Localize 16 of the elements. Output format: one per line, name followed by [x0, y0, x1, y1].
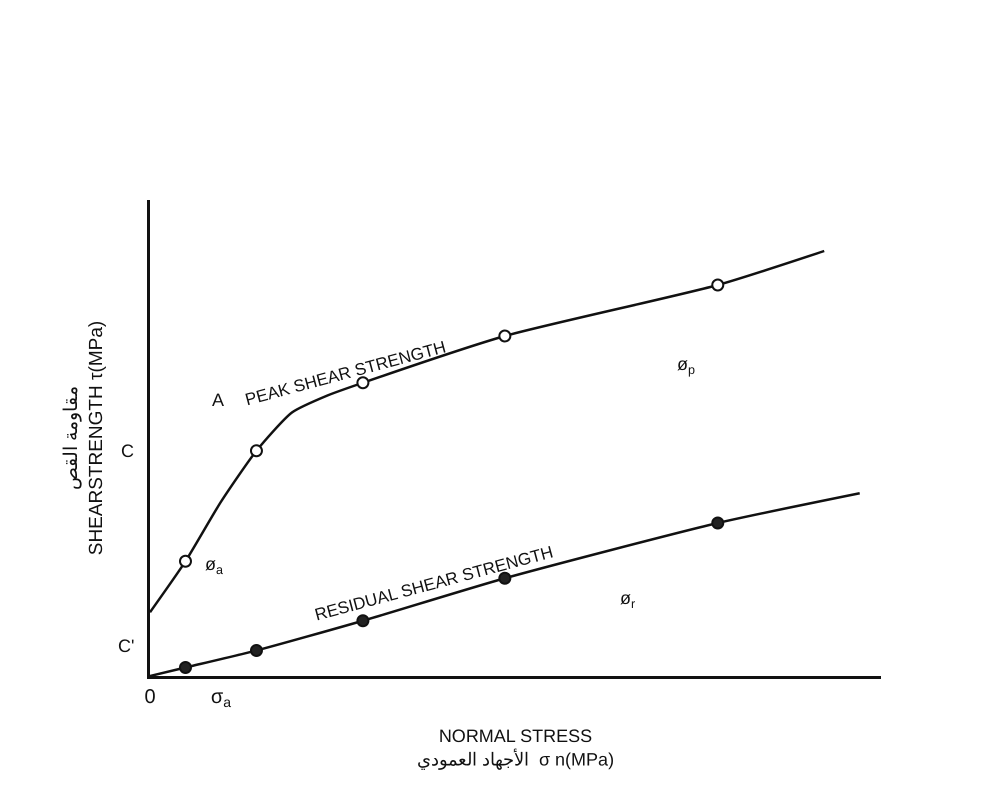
- x-tick-label: 0: [144, 686, 156, 708]
- point: [250, 644, 263, 657]
- annotation: ø$_{p}$: [677, 354, 696, 377]
- point: [498, 330, 512, 342]
- text: C': [118, 636, 134, 656]
- point: [711, 516, 724, 530]
- annotation: ø$_{r}$: [620, 588, 636, 611]
- point: [711, 278, 724, 292]
- x-tick-label: σ$_{a}$: [210, 686, 232, 710]
- point: [178, 554, 192, 568]
- point: [356, 376, 370, 390]
- text: C: [121, 441, 134, 461]
- point: [178, 661, 192, 674]
- annotation: A: [212, 390, 224, 410]
- point: [250, 444, 263, 458]
- annotation: ø$_{a}$: [205, 554, 224, 577]
